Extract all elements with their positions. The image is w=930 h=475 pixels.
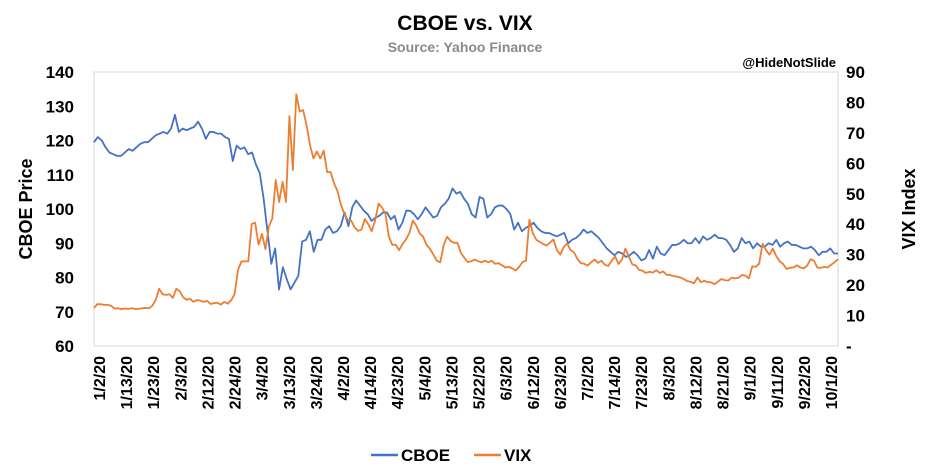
y-left-tick-label: 110	[47, 166, 74, 185]
x-tick-label: 4/2/20	[336, 356, 353, 401]
x-tick-label: 3/24/20	[309, 356, 326, 409]
y-right-tick-label: -	[846, 337, 852, 356]
x-tick-label: 9/11/20	[770, 356, 787, 409]
x-tick-label: 1/2/20	[92, 356, 109, 401]
series-lines	[93, 93, 839, 311]
y-right-tick-label: 80	[846, 93, 865, 112]
x-tick-label: 5/4/20	[417, 356, 434, 401]
x-tick-label: 1/13/20	[119, 356, 136, 409]
x-tick-label: 7/23/20	[634, 356, 651, 409]
y-right-tick-label: 20	[846, 276, 865, 295]
chart-title: CBOE vs. VIX	[397, 12, 532, 35]
y-right-tick-label: 40	[846, 215, 865, 234]
x-tick-label: 8/21/20	[716, 356, 733, 409]
x-tick-label: 5/13/20	[444, 356, 461, 409]
legend-label-cboe: CBOE	[401, 446, 450, 465]
y-axis-left-label: CBOE Price	[16, 158, 36, 259]
x-tick-label: 8/12/20	[688, 356, 705, 409]
chart-subtitle: Source: Yahoo Finance	[388, 39, 543, 55]
y-left-tick-label: 120	[46, 132, 74, 151]
x-tick-label: 7/14/20	[607, 356, 624, 409]
legend: CBOE VIX	[371, 446, 532, 465]
y-right-tick-label: 50	[846, 185, 865, 204]
x-tick-label: 3/4/20	[255, 356, 272, 401]
y-left-tick-label: 100	[46, 200, 74, 219]
x-tick-label: 6/3/20	[499, 356, 516, 401]
y-axis-right-ticks: - 10 20 30 40 50 60 70 80 90	[846, 63, 865, 356]
x-axis-ticks: 1/2/20 1/13/20 1/23/20 2/3/20 2/12/20 2/24/20…	[92, 356, 841, 409]
x-tick-label: 10/1/20	[824, 356, 841, 409]
y-axis-left-ticks: 60 70 80 90 100 110 120 130 140	[46, 63, 74, 356]
x-tick-label: 4/14/20	[363, 356, 380, 409]
y-left-tick-label: 80	[55, 269, 74, 288]
series-line-cboe	[93, 113, 838, 291]
y-right-tick-label: 90	[846, 63, 865, 82]
y-left-tick-label: 130	[46, 97, 74, 116]
x-tick-label: 1/23/20	[146, 356, 163, 409]
y-right-tick-label: 70	[846, 124, 865, 143]
x-tick-label: 8/3/20	[661, 356, 678, 401]
series-line-vix	[93, 93, 839, 311]
x-tick-label: 3/13/20	[282, 356, 299, 409]
y-left-tick-label: 60	[55, 337, 74, 356]
y-left-tick-label: 70	[55, 303, 74, 322]
x-tick-label: 7/2/20	[580, 356, 597, 401]
y-right-tick-label: 60	[846, 154, 865, 173]
x-tick-label: 6/23/20	[553, 356, 570, 409]
y-right-tick-label: 10	[846, 307, 865, 326]
watermark: @HideNotSlide	[742, 55, 836, 70]
y-axis-right-label: VIX Index	[899, 168, 919, 249]
y-left-tick-label: 90	[55, 234, 74, 253]
x-tick-label: 2/3/20	[173, 356, 190, 401]
x-tick-label: 9/22/20	[797, 356, 814, 409]
x-tick-label: 2/24/20	[228, 356, 245, 409]
x-tick-label: 2/12/20	[200, 356, 217, 409]
x-tick-label: 4/23/20	[390, 356, 407, 409]
y-left-tick-label: 140	[46, 63, 74, 82]
x-tick-label: 9/1/20	[743, 356, 760, 401]
y-right-tick-label: 30	[846, 246, 865, 265]
x-tick-label: 6/12/20	[526, 356, 543, 409]
legend-label-vix: VIX	[504, 446, 532, 465]
x-tick-label: 5/22/20	[472, 356, 489, 409]
plot-area	[93, 71, 839, 347]
